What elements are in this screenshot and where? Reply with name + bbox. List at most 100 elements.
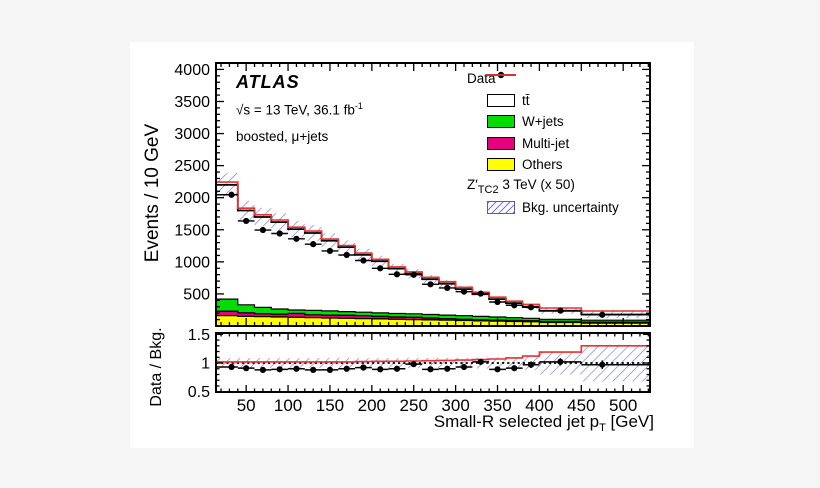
ratio-data-point-marker — [293, 365, 300, 372]
ratio-data-point-marker — [259, 366, 267, 374]
legend-item-label: tt̄ — [522, 92, 530, 108]
main-frame — [215, 62, 651, 327]
color-box-swatch-icon — [487, 158, 515, 172]
x-tick-label: 400 — [525, 396, 553, 415]
main-y-axis-title: Events / 10 GeV — [142, 123, 163, 263]
ttbar-histogram-fill — [216, 184, 650, 326]
ratio-y-tick-label: 1 — [201, 356, 210, 373]
data-point-marker — [393, 271, 401, 278]
ratio-data-point-marker — [477, 358, 484, 365]
ratio-data-point-marker — [557, 358, 564, 365]
ratio-data-point-marker — [527, 361, 535, 368]
ratio-data-point-marker — [410, 361, 417, 368]
ratio-y-tick-label: 1.5 — [188, 327, 210, 344]
data-point-marker — [360, 257, 367, 264]
lumi-label: √s = 13 TeV, 36.1 fb-1 — [236, 101, 363, 118]
data-point-marker — [343, 251, 350, 259]
ratio-data-point-marker — [377, 366, 384, 373]
legend: Data tt̄ W+jets Multi-jet Others Z′TC2 3 TeV … — [460, 68, 690, 219]
signal-line-swatch-icon — [486, 74, 516, 76]
hatch-swatch-icon — [487, 201, 515, 215]
color-box-swatch-icon — [487, 93, 515, 107]
ratio-data-point-marker — [360, 364, 367, 371]
data-point-marker — [599, 311, 606, 318]
ratio-panel — [216, 344, 650, 382]
x-axis-title: Small-R selected jet pT [GeV] — [434, 412, 654, 434]
x-tick-label: 250 — [400, 396, 428, 415]
data-point-marker — [377, 265, 384, 272]
lumi-exponent: -1 — [354, 101, 363, 111]
legend-item: Bkg. uncertainty — [460, 197, 690, 219]
data-point-marker — [243, 217, 250, 225]
main-y-tick-label: 1500 — [174, 222, 210, 239]
main-y-tick-label: 2000 — [174, 190, 210, 207]
ratio-data-point-marker — [427, 366, 434, 373]
signal-histogram — [216, 181, 650, 312]
x-tick-label: 350 — [483, 396, 511, 415]
data-point-marker — [427, 281, 434, 288]
x-axis-title-subscript: T — [599, 422, 606, 434]
legend-item: tt̄ — [460, 90, 690, 112]
color-box-swatch-icon — [487, 136, 515, 150]
data-point-marker — [276, 230, 283, 237]
ratio-data-point-marker — [310, 366, 317, 374]
data-point-marker — [460, 288, 468, 295]
data-point-marker — [527, 304, 535, 311]
data-point-marker — [259, 226, 267, 234]
data-point-marker — [228, 191, 235, 198]
ratio-data-point-marker — [343, 365, 350, 372]
data-point-marker — [444, 284, 451, 291]
axis-ticks — [216, 63, 650, 393]
main-y-tick-label: 4000 — [174, 62, 210, 79]
legend-item: Others — [460, 154, 690, 176]
legend-item-label: Z′TC2 3 TeV (x 50) — [467, 176, 575, 196]
ratio-data-point-marker — [393, 365, 401, 372]
data-point-marker — [293, 235, 300, 242]
ratio-data-point-marker — [326, 366, 334, 374]
ratio-y-tick-label: 0.5 — [188, 384, 210, 401]
x-tick-label: 50 — [237, 396, 256, 415]
channel-label: boosted, μ+jets — [236, 129, 329, 144]
main-y-tick-label: 3500 — [174, 94, 210, 111]
ratio-data-point-marker — [228, 363, 235, 371]
x-axis-title-units: [GeV] — [605, 412, 654, 431]
legend-item-label: W+jets — [522, 114, 564, 130]
atlas-label: ATLAS — [236, 72, 300, 92]
legend-item-label: Others — [522, 157, 563, 173]
x-tick-label: 100 — [274, 396, 302, 415]
legend-item: W+jets — [460, 111, 690, 133]
ratio-data-point-marker — [460, 363, 468, 371]
data-point-marker — [310, 241, 317, 248]
main-y-tick-label: 3000 — [174, 126, 210, 143]
ratio-signal-line — [216, 345, 650, 363]
lumi-text: √s = 13 TeV, 36.1 fb — [236, 102, 355, 118]
main-y-tick-label: 2500 — [174, 158, 210, 175]
ratio-data-point-marker — [444, 365, 451, 372]
x-tick-label: 300 — [441, 396, 469, 415]
main-y-tick-label: 500 — [183, 286, 210, 303]
legend-item-label: Multi-jet — [522, 135, 570, 151]
ratio-data-point-marker — [511, 365, 518, 372]
data-point-marker — [477, 290, 484, 297]
data-point-marker — [410, 271, 417, 278]
color-box-swatch-icon — [487, 115, 515, 129]
legend-item-label: Bkg. uncertainty — [522, 200, 619, 216]
x-axis-title-main: Small-R selected jet p — [433, 412, 600, 431]
x-tick-label: 200 — [358, 396, 386, 415]
x-tick-label: 450 — [567, 396, 595, 415]
ratio-data-point-marker — [599, 361, 606, 368]
x-tick-label: 500 — [609, 396, 637, 415]
ratio-y-axis-title: Data / Bkg. — [148, 327, 165, 407]
legend-item: Multi-jet — [460, 133, 690, 155]
data-point-marker — [511, 302, 518, 309]
figure-canvas: 500 1000 1500 2000 2500 3000 3500 4000 50 100 150 2… — [130, 42, 694, 448]
ratio-data-point-marker — [276, 366, 283, 373]
data-point-marker — [494, 298, 501, 306]
data-points — [216, 191, 650, 318]
data-point-marker — [557, 307, 564, 314]
x-tick-label: 150 — [316, 396, 344, 415]
ratio-band — [216, 344, 650, 382]
